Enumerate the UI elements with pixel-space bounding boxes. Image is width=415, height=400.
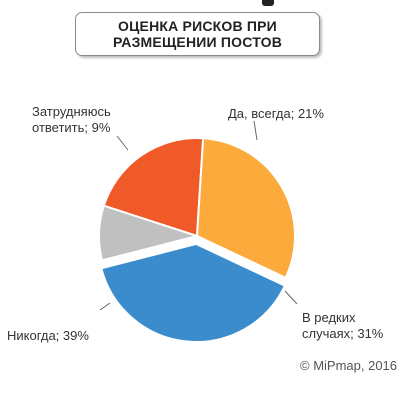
- top-edge-mark: [262, 0, 274, 6]
- slice-label-3-line-1: ответить; 9%: [32, 120, 111, 135]
- slice-label-1-line-1: случаях; 31%: [302, 326, 384, 341]
- chart-title-box: ОЦЕНКА РИСКОВ ПРИ РАЗМЕЩЕНИИ ПОСТОВ: [75, 12, 320, 56]
- pie-slice-2: [100, 242, 287, 343]
- pie-leader-lines: [99, 120, 298, 311]
- leader-line-1: [284, 290, 298, 305]
- pie-slice-0: [102, 137, 205, 238]
- leader-line-0: [253, 120, 258, 141]
- chart-title-line-2: РАЗМЕЩЕНИИ ПОСТОВ: [112, 34, 283, 50]
- slice-label-0-line-0: Да, всегда; 21%: [228, 106, 324, 121]
- copyright-credit: © MiPmap, 2016: [300, 358, 398, 373]
- chart-title-line-1: ОЦЕНКА РИСКОВ ПРИ: [118, 18, 277, 34]
- leader-line-3: [116, 135, 129, 151]
- pie-slices: [98, 137, 296, 343]
- slice-label-1-line-0: В редких: [302, 310, 356, 325]
- slice-label-3-line-0: Затрудняюсь: [32, 104, 111, 119]
- pie-slice-3: [98, 204, 201, 262]
- slice-label-2-line-0: Никогда; 39%: [7, 328, 89, 343]
- leader-line-2: [99, 302, 111, 311]
- pie-slice-1: [195, 137, 296, 280]
